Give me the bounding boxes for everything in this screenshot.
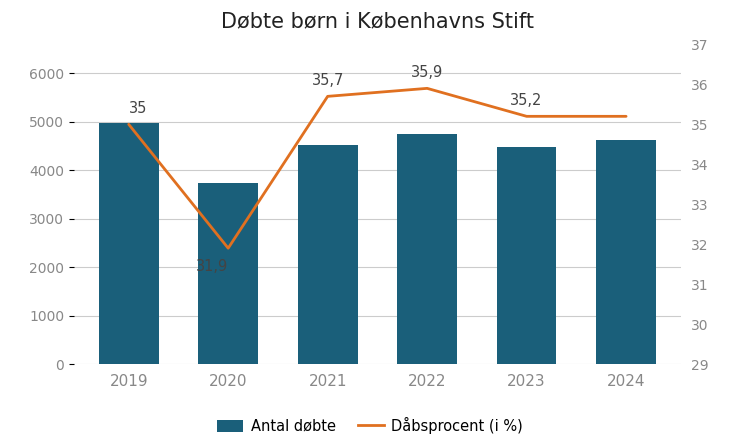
Text: 35,7: 35,7 (312, 72, 344, 87)
Text: 35,9: 35,9 (411, 64, 443, 79)
Bar (497, 147, 556, 364)
Bar (397, 134, 457, 364)
Bar (99, 123, 158, 364)
Text: 35,2: 35,2 (511, 92, 543, 107)
Title: Døbte børn i Københavns Stift: Døbte børn i Københavns Stift (221, 12, 534, 32)
Legend: Antal døbte, Dåbsprocent (i %): Antal døbte, Dåbsprocent (i %) (212, 411, 528, 440)
Bar (297, 145, 357, 364)
Text: 35: 35 (129, 100, 147, 115)
Bar (596, 140, 656, 364)
Bar (198, 183, 258, 364)
Text: 31,9: 31,9 (196, 259, 228, 274)
